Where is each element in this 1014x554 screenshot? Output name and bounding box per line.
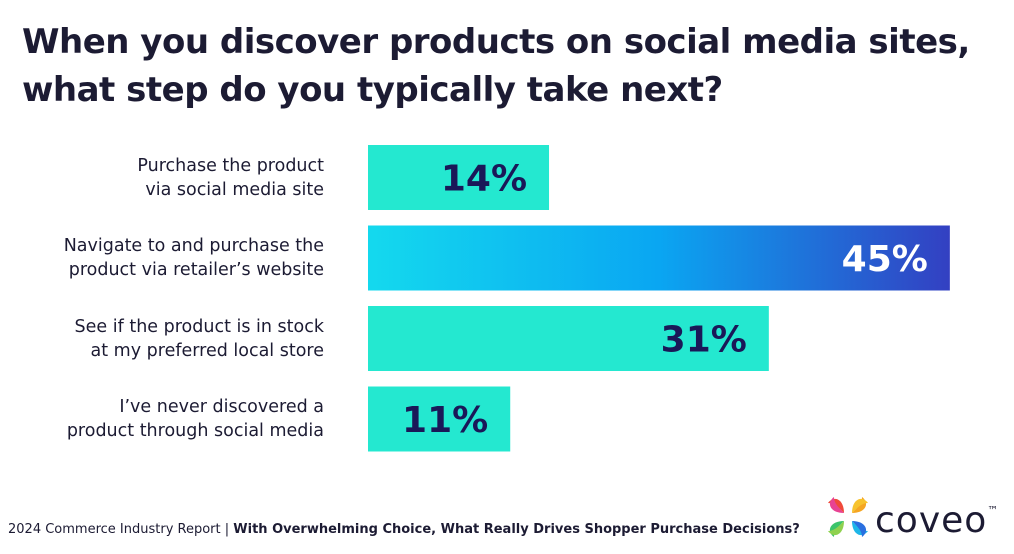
bar bbox=[368, 386, 511, 452]
value-label: 14% bbox=[441, 159, 527, 200]
trademark: ™ bbox=[987, 504, 1000, 517]
value-label: 11% bbox=[402, 400, 488, 441]
bar bbox=[368, 145, 550, 210]
bar bbox=[368, 225, 950, 291]
separator: | bbox=[224, 522, 230, 537]
category-label: Purchase the product via social media si… bbox=[137, 155, 324, 200]
report-name: 2024 Commerce Industry Report bbox=[8, 522, 221, 537]
logo-text: coveo bbox=[875, 500, 988, 541]
chart-title: When you discover products on social med… bbox=[22, 22, 970, 110]
value-label: 31% bbox=[661, 320, 747, 361]
footer: 2024 Commerce Industry Report | With Ove… bbox=[8, 522, 800, 537]
logo-icon bbox=[828, 497, 868, 537]
value-label: 45% bbox=[842, 239, 928, 280]
category-label: I’ve never discovered a product through … bbox=[66, 397, 324, 441]
category-label: See if the product is in stock at my pre… bbox=[74, 316, 324, 361]
report-subtitle: With Overwhelming Choice, What Really Dr… bbox=[233, 522, 800, 537]
category-label: Navigate to and purchase the product via… bbox=[63, 236, 324, 280]
logo: coveo™ bbox=[875, 500, 999, 541]
bar bbox=[368, 306, 769, 371]
